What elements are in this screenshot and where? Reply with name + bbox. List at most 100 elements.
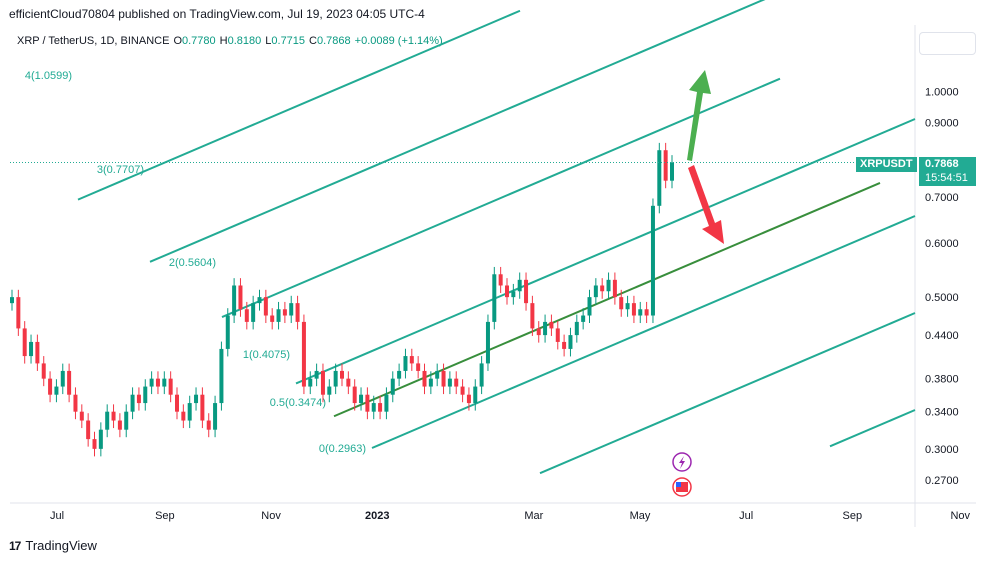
candle-body [581, 315, 586, 322]
lightning-glyph [679, 456, 685, 469]
candle-body [352, 386, 357, 404]
candle-body [409, 356, 414, 364]
fib-level-label: 1(0.4075) [243, 349, 290, 361]
candle-body [282, 309, 287, 316]
candle-body [270, 315, 275, 322]
candle-body [308, 378, 313, 387]
candle-body [225, 315, 230, 349]
candle-body [663, 150, 668, 181]
candle-body [371, 403, 376, 412]
candle-body [600, 285, 605, 292]
candle-body [505, 285, 509, 298]
x-tick-label: 2023 [365, 510, 389, 522]
candle-body [22, 328, 27, 357]
candle-body [289, 303, 294, 316]
candle-body [314, 370, 319, 379]
x-tick-label: Jul [50, 510, 64, 522]
candle-body [562, 341, 567, 349]
candle-body [416, 363, 421, 371]
channel-line-neg1 [539, 312, 916, 475]
fib-level-label: 2(0.5604) [169, 257, 216, 269]
channel-median-line [333, 182, 881, 418]
x-tick-label: Jul [739, 510, 753, 522]
candle-body [460, 386, 465, 395]
candle-body [149, 378, 154, 387]
candle-body [86, 420, 91, 440]
candle-body [124, 411, 129, 430]
candle-body [555, 328, 560, 342]
x-tick-label: Nov [261, 510, 281, 522]
us-flag-stripes [676, 482, 688, 492]
candle-body [644, 309, 649, 316]
bar-countdown: 15:54:51 [925, 172, 968, 184]
candle-body [492, 274, 497, 322]
ticker-badge: XRPUSDT [856, 157, 917, 172]
candle-body [422, 370, 427, 387]
candle-body [213, 403, 218, 430]
candle-body [327, 386, 332, 395]
candle-body [454, 378, 459, 387]
candle-body [511, 291, 516, 298]
candle-body [340, 370, 344, 379]
candle-body [447, 378, 452, 387]
x-tick-label: Sep [843, 510, 863, 522]
candle-body [48, 378, 53, 395]
last-price-badge: 0.7868 15:54:51 [919, 157, 976, 186]
y-tick-label: 0.6000 [925, 238, 959, 250]
candle-body [428, 378, 433, 387]
candle-body [206, 420, 211, 430]
chart-settings-box[interactable] [919, 32, 976, 55]
candle-body [35, 341, 40, 364]
y-tick-label: 0.2700 [925, 475, 959, 487]
candle-body [67, 370, 72, 395]
candle-body [466, 394, 471, 404]
candle-body [524, 279, 529, 304]
candle-body [194, 394, 199, 404]
candle-body [479, 363, 484, 387]
candle-body [238, 285, 243, 310]
candle-body [29, 341, 34, 357]
candle-body [650, 205, 655, 316]
candle-body [105, 411, 110, 430]
x-tick-label: Mar [524, 510, 543, 522]
candle-body [543, 321, 548, 336]
candle-body [333, 370, 338, 387]
tradingview-brand: TradingView [25, 538, 97, 553]
legend-symbol[interactable]: XRP / TetherUS, 1D, BINANCE [17, 35, 170, 47]
channel-line-1 [295, 118, 916, 385]
x-tick-label: May [630, 510, 651, 522]
candle-body [251, 303, 256, 322]
candle-body [41, 363, 46, 379]
fib-level-label: 0.5(0.3474) [270, 397, 326, 409]
y-tick-label: 0.3400 [925, 407, 959, 419]
y-tick-label: 0.7000 [925, 192, 959, 204]
candle-body [657, 150, 662, 206]
candle-body [181, 411, 186, 421]
legend-change: +0.0089 (+1.14%) [354, 35, 443, 47]
candle-body [397, 370, 402, 379]
symbol-legend: XRP / TetherUS, 1D, BINANCE O0.7780 H0.8… [17, 35, 443, 47]
legend-low: L0.7715 [265, 35, 306, 47]
candle-body [232, 285, 237, 316]
candle-body [631, 303, 636, 316]
candle-body [435, 370, 440, 379]
candle-body [346, 378, 351, 387]
channel-line-neg2 [829, 409, 916, 448]
y-tick-label: 0.4400 [925, 330, 959, 342]
channel-line-0 [371, 215, 916, 449]
candle-body [606, 279, 611, 292]
candle-body [10, 297, 14, 304]
y-tick-label: 1.0000 [925, 86, 959, 98]
candle-body [320, 370, 325, 395]
candle-body [295, 303, 300, 322]
candle-body [257, 297, 262, 304]
up-arrow-annotation [687, 70, 711, 161]
us-flag-canton [676, 482, 681, 487]
tradingview-logo[interactable]: 17 TradingView [9, 538, 97, 553]
y-tick-label: 0.9000 [925, 118, 959, 130]
candle-body [670, 162, 674, 181]
candle-body [359, 394, 364, 404]
candle-body [390, 378, 395, 395]
legend-open: O0.7780 [173, 35, 216, 47]
